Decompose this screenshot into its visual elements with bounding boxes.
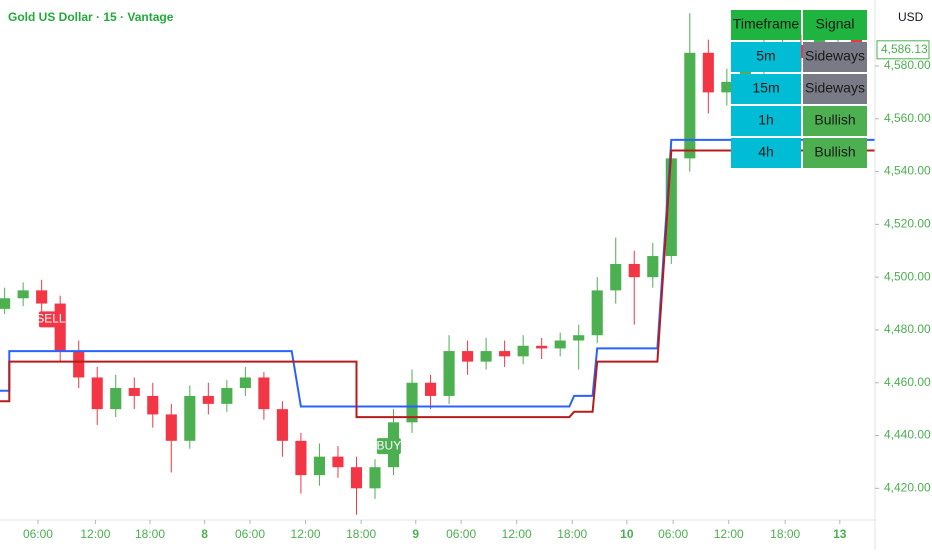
table-cell-text: 5m xyxy=(756,48,775,64)
candle-body xyxy=(350,467,363,489)
x-tick-label: 18:00 xyxy=(557,527,587,541)
candle-body xyxy=(628,263,640,278)
candle-body xyxy=(721,81,733,93)
table-header-cell xyxy=(731,10,801,40)
last-price-box xyxy=(876,40,930,60)
candle-body xyxy=(702,52,714,93)
x-tick-label: 18:00 xyxy=(135,527,165,541)
table-cell xyxy=(803,106,867,136)
candle-body xyxy=(610,263,622,291)
candle-body xyxy=(684,52,696,159)
table-cell xyxy=(803,74,867,104)
chart-title: Gold US Dollar · 15 · Vantage xyxy=(8,10,174,24)
candle-body xyxy=(295,440,307,476)
candle-body xyxy=(480,351,492,362)
trend-line xyxy=(0,149,875,419)
table-cell-text: 15m xyxy=(752,80,779,96)
y-tick-label: 4,500.00 xyxy=(884,269,931,283)
candle-body xyxy=(202,395,214,404)
table-cell-text: Sideways xyxy=(805,80,865,96)
candle-body xyxy=(36,290,48,304)
candle-body xyxy=(221,388,233,404)
y-tick-label: 4,420.00 xyxy=(884,480,931,494)
candle-body xyxy=(443,351,455,396)
x-tick-label: 8 xyxy=(201,527,208,541)
x-tick-label: 12:00 xyxy=(291,527,321,541)
candle-body xyxy=(239,377,251,389)
candle-body xyxy=(369,467,381,489)
table-cell xyxy=(731,138,801,168)
x-tick-label: 9 xyxy=(412,527,419,541)
table-cell xyxy=(803,42,867,72)
signal-badge xyxy=(38,311,63,328)
candle-body xyxy=(73,351,85,378)
x-tick-label: 12:00 xyxy=(502,527,532,541)
candle-body xyxy=(332,456,344,468)
candle-body xyxy=(110,388,122,410)
candle-body xyxy=(147,395,159,415)
candle-body xyxy=(462,351,474,362)
candle-body xyxy=(739,65,751,82)
table-header-cell xyxy=(803,10,867,40)
y-tick-label: 4,460.00 xyxy=(884,375,931,389)
candle-body xyxy=(647,256,659,278)
y-tick-label: 4,480.00 xyxy=(884,322,931,336)
candle-body xyxy=(17,290,29,299)
signal-badge xyxy=(376,438,401,455)
x-tick-label: 18:00 xyxy=(770,527,800,541)
table-header-text: Signal xyxy=(816,16,855,32)
x-tick-label: 13 xyxy=(833,527,847,541)
signal-label: BUY xyxy=(377,438,402,452)
x-tick-label: 10 xyxy=(620,527,634,541)
table-cell-text: Bullish xyxy=(814,112,855,128)
candle-body xyxy=(0,298,11,309)
table-cell xyxy=(731,106,801,136)
table-cell-text: Sideways xyxy=(805,48,865,64)
signal-label: SELL xyxy=(36,312,66,326)
x-tick-label: 18:00 xyxy=(346,527,376,541)
candle-body xyxy=(425,382,437,396)
x-tick-label: 06:00 xyxy=(235,527,265,541)
candle-body xyxy=(554,340,566,349)
currency-label: USD xyxy=(898,10,924,24)
y-tick-label: 4,520.00 xyxy=(884,217,931,231)
table-cell-text: Bullish xyxy=(814,144,855,160)
signal-table: Timeframe Signal 5m Sideways 15m Sideways 1h Bu… xyxy=(731,10,867,168)
x-tick-label: 06:00 xyxy=(23,527,53,541)
candle-body xyxy=(276,409,288,441)
candle-body xyxy=(517,345,529,357)
table-cell xyxy=(803,138,867,168)
candle-body xyxy=(591,290,603,336)
candle-body xyxy=(165,414,177,441)
last-price-label: 4,586.13 xyxy=(881,42,928,56)
x-tick-label: 06:00 xyxy=(658,527,688,541)
candle-body xyxy=(128,388,140,396)
table-cell-text: 1h xyxy=(758,112,774,128)
y-tick-label: 4,580.00 xyxy=(884,58,931,72)
candle-body xyxy=(536,345,548,349)
candle-body xyxy=(184,395,196,441)
candle-body xyxy=(499,351,511,357)
y-tick-label: 4,560.00 xyxy=(884,111,931,125)
x-tick-label: 06:00 xyxy=(446,527,476,541)
y-tick-label: 4,440.00 xyxy=(884,428,931,442)
table-cell-text: 4h xyxy=(758,144,774,160)
y-tick-label: 4,540.00 xyxy=(884,164,931,178)
candle-body xyxy=(665,158,677,257)
candle-body xyxy=(258,377,270,410)
table-header-text: Timeframe xyxy=(733,16,800,32)
candle-body xyxy=(573,335,585,341)
candle-body xyxy=(406,382,418,423)
candle-body xyxy=(313,456,325,476)
candle-body xyxy=(91,377,103,410)
x-tick-label: 12:00 xyxy=(714,527,744,541)
x-tick-label: 12:00 xyxy=(80,527,110,541)
table-cell xyxy=(731,42,801,72)
table-cell xyxy=(731,74,801,104)
